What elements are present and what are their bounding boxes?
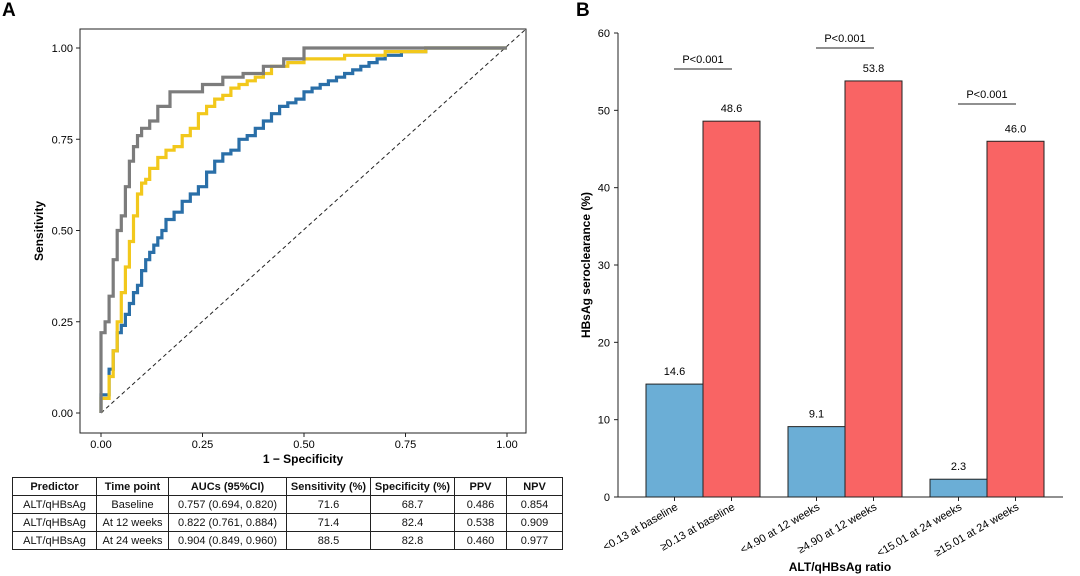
- bar-y-tick-label: 0: [604, 492, 610, 504]
- table-cell: Baseline: [96, 495, 169, 514]
- bar-y-tick-label: 60: [598, 28, 610, 40]
- table-cell: At 24 weeks: [96, 531, 169, 550]
- bar-y-tick-label: 40: [598, 183, 610, 195]
- table-cell: 82.8: [370, 531, 455, 550]
- bar-chart: 0 10 20 30 40 50 60 14.6<0.13 at baseline48.6≥…: [579, 28, 1063, 574]
- table-header-cell: Specificity (%): [370, 477, 455, 496]
- bar: [844, 80, 903, 498]
- table-header-cell: Sensitivity (%): [286, 477, 371, 496]
- bar-value-label: 53.8: [863, 63, 884, 75]
- roc-y-tick-label: 1.00: [52, 43, 73, 55]
- roc-reference-line: [100, 28, 527, 414]
- bar-value-label: 48.6: [721, 103, 742, 115]
- bar-y-tick-label: 10: [598, 415, 610, 427]
- bar-annotations-group: P<0.001 P<0.001 P<0.001: [674, 33, 1016, 105]
- roc-chart: 0.00 0.25 0.50 0.75 1.00 0.00 0.25 0.50 0.75 1.0…: [32, 28, 527, 466]
- table-row: ALT/qHBsAg At 24 weeks 0.904 (0.849, 0.9…: [12, 531, 563, 550]
- table-cell: 0.460: [454, 531, 507, 550]
- table-cell: 82.4: [370, 513, 455, 532]
- table-cell: 0.854: [506, 495, 563, 514]
- roc-y-axis: 0.00 0.25 0.50 0.75 1.00: [52, 43, 80, 420]
- bar-y-tick-label: 50: [598, 105, 610, 117]
- table-header-cell: PPV: [454, 477, 507, 496]
- table-cell: 88.5: [286, 531, 371, 550]
- table-cell: 0.538: [454, 513, 507, 532]
- bar: [702, 120, 761, 498]
- table-cell: 0.757 (0.694, 0.820): [168, 495, 287, 514]
- roc-y-tick-label: 0.25: [52, 317, 73, 329]
- table-cell: At 12 weeks: [96, 513, 169, 532]
- bar-value-label: 2.3: [951, 461, 966, 473]
- bar: [986, 140, 1045, 498]
- table-cell: 0.822 (0.761, 0.884): [168, 513, 287, 532]
- panel-label-a: A: [2, 0, 16, 21]
- bar-x-axis-label: ALT/qHBsAg ratio: [789, 560, 891, 574]
- bar-y-tick-label: 30: [598, 260, 610, 272]
- table-cell: 71.4: [286, 513, 371, 532]
- bar: [929, 478, 988, 498]
- roc-curve-3: [99, 46, 507, 413]
- bar: [787, 426, 846, 498]
- table-cell: 0.977: [506, 531, 563, 550]
- roc-y-tick-label: 0.75: [52, 134, 73, 146]
- bar: [645, 383, 704, 498]
- table-cell: 0.486: [454, 495, 507, 514]
- roc-y-tick-label: 0.50: [52, 226, 73, 238]
- table-row: ALT/qHBsAg Baseline 0.757 (0.694, 0.820)…: [12, 495, 563, 514]
- table-header-cell: NPV: [506, 477, 563, 496]
- roc-x-tick-label: 0.00: [90, 439, 111, 451]
- table-header-cell: AUCs (95%CI): [168, 477, 287, 496]
- bar-value-label: 14.6: [664, 366, 685, 378]
- roc-metrics-table: Predictor Time point AUCs (95%CI) Sensit…: [12, 477, 563, 550]
- bar-y-axis: 0 10 20 30 40 50 60: [598, 28, 618, 504]
- roc-x-tick-label: 1.00: [496, 439, 517, 451]
- table-row: ALT/qHBsAg At 12 weeks 0.822 (0.761, 0.8…: [12, 513, 563, 532]
- roc-x-tick-label: 0.25: [192, 439, 213, 451]
- roc-y-tick-label: 0.00: [52, 408, 73, 420]
- table-cell: 0.904 (0.849, 0.960): [168, 531, 287, 550]
- bar-value-label: 46.0: [1005, 123, 1026, 135]
- panel-label-b: B: [576, 0, 590, 21]
- roc-x-tick-label: 0.75: [395, 439, 416, 451]
- roc-series-group: [99, 46, 507, 413]
- table-cell: ALT/qHBsAg: [12, 513, 97, 532]
- roc-y-axis-label: Sensitivity: [32, 201, 46, 261]
- table-cell: ALT/qHBsAg: [12, 531, 97, 550]
- table-header-row: Predictor Time point AUCs (95%CI) Sensit…: [12, 477, 563, 496]
- table-cell: 68.7: [370, 495, 455, 514]
- bar-y-axis-label: HBsAg seroclearance (%): [579, 192, 593, 338]
- table-cell: 71.6: [286, 495, 371, 514]
- significance-label: P<0.001: [966, 89, 1007, 101]
- roc-x-tick-label: 0.50: [293, 439, 314, 451]
- table-cell: 0.909: [506, 513, 563, 532]
- roc-x-axis-label: 1 − Specificity: [263, 452, 344, 466]
- significance-label: P<0.001: [824, 33, 865, 45]
- roc-plot-frame: [79, 28, 527, 434]
- roc-curve-1: [99, 46, 507, 413]
- table-header-cell: Predictor: [12, 477, 97, 496]
- bar-y-tick-label: 20: [598, 337, 610, 349]
- table-header-cell: Time point: [96, 477, 169, 496]
- significance-label: P<0.001: [682, 54, 723, 66]
- roc-x-axis: 0.00 0.25 0.50 0.75 1.00: [90, 433, 518, 451]
- table-cell: ALT/qHBsAg: [12, 495, 97, 514]
- bar-value-label: 9.1: [809, 409, 824, 421]
